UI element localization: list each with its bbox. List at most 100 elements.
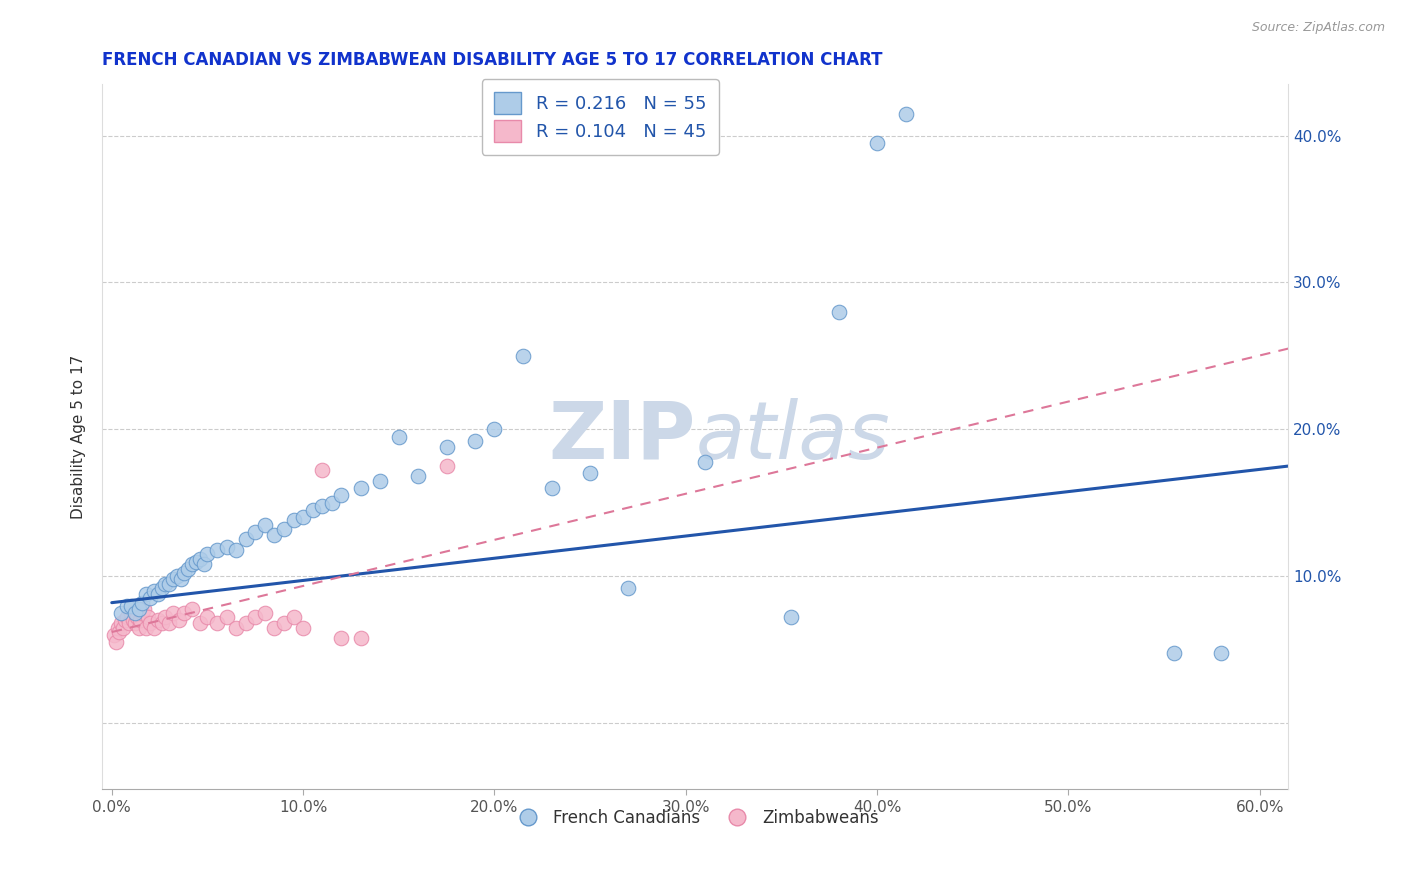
Point xyxy=(131,596,153,610)
Text: ZIP: ZIP xyxy=(548,398,696,475)
Point xyxy=(1163,646,1185,660)
Text: FRENCH CANADIAN VS ZIMBABWEAN DISABILITY AGE 5 TO 17 CORRELATION CHART: FRENCH CANADIAN VS ZIMBABWEAN DISABILITY… xyxy=(103,51,883,69)
Point xyxy=(184,555,207,569)
Point xyxy=(162,606,184,620)
Point xyxy=(330,631,353,645)
Point xyxy=(134,601,156,615)
Point xyxy=(120,599,142,613)
Point xyxy=(330,488,353,502)
Point xyxy=(162,572,184,586)
Point xyxy=(436,440,458,454)
Point xyxy=(273,616,295,631)
Point xyxy=(436,458,458,473)
Point xyxy=(124,616,146,631)
Point xyxy=(146,587,169,601)
Point xyxy=(150,616,173,631)
Text: atlas: atlas xyxy=(696,398,890,475)
Point xyxy=(225,542,247,557)
Point xyxy=(253,606,276,620)
Y-axis label: Disability Age 5 to 17: Disability Age 5 to 17 xyxy=(72,354,86,519)
Point xyxy=(1211,646,1233,660)
Point xyxy=(368,474,391,488)
Point xyxy=(157,616,180,631)
Point xyxy=(292,621,315,635)
Point xyxy=(193,558,215,572)
Point xyxy=(464,434,486,448)
Point xyxy=(173,606,195,620)
Point xyxy=(205,542,228,557)
Legend: French Canadians, Zimbabweans: French Canadians, Zimbabweans xyxy=(505,803,886,834)
Point xyxy=(177,562,200,576)
Point xyxy=(118,616,141,631)
Point xyxy=(155,610,177,624)
Point xyxy=(120,606,142,620)
Point xyxy=(112,621,135,635)
Point xyxy=(484,422,506,436)
Point xyxy=(124,606,146,620)
Point xyxy=(150,581,173,595)
Point xyxy=(142,583,165,598)
Point xyxy=(349,631,371,645)
Point xyxy=(540,481,562,495)
Point xyxy=(135,621,157,635)
Point xyxy=(166,569,188,583)
Point xyxy=(181,601,204,615)
Point xyxy=(115,610,138,624)
Point xyxy=(235,616,257,631)
Point xyxy=(128,601,150,615)
Point xyxy=(104,635,127,649)
Point xyxy=(121,613,143,627)
Point xyxy=(273,522,295,536)
Point xyxy=(215,540,238,554)
Point xyxy=(129,613,152,627)
Point xyxy=(225,621,247,635)
Point xyxy=(579,467,602,481)
Point xyxy=(142,621,165,635)
Point xyxy=(135,587,157,601)
Point xyxy=(311,499,333,513)
Point xyxy=(110,606,132,620)
Point xyxy=(173,566,195,581)
Point xyxy=(169,572,191,586)
Point xyxy=(103,628,125,642)
Point xyxy=(263,621,285,635)
Point xyxy=(197,610,219,624)
Point xyxy=(321,496,343,510)
Point xyxy=(136,610,159,624)
Point xyxy=(780,610,803,624)
Point xyxy=(188,551,211,566)
Point xyxy=(157,576,180,591)
Point xyxy=(283,610,305,624)
Point xyxy=(197,547,219,561)
Point xyxy=(167,613,190,627)
Point xyxy=(349,481,371,495)
Point xyxy=(205,616,228,631)
Point xyxy=(114,613,136,627)
Point xyxy=(253,517,276,532)
Point xyxy=(146,613,169,627)
Point xyxy=(894,106,917,120)
Point xyxy=(283,513,305,527)
Point xyxy=(263,528,285,542)
Point xyxy=(245,525,267,540)
Point xyxy=(311,463,333,477)
Point xyxy=(139,616,162,631)
Point xyxy=(617,581,640,595)
Point xyxy=(388,430,411,444)
Point xyxy=(128,621,150,635)
Point xyxy=(301,503,323,517)
Text: Source: ZipAtlas.com: Source: ZipAtlas.com xyxy=(1251,21,1385,34)
Point xyxy=(215,610,238,624)
Point xyxy=(866,136,889,150)
Point xyxy=(115,599,138,613)
Point xyxy=(188,616,211,631)
Point xyxy=(693,455,716,469)
Point xyxy=(139,591,162,606)
Point xyxy=(245,610,267,624)
Point xyxy=(131,606,153,620)
Point xyxy=(107,621,129,635)
Point xyxy=(108,625,131,640)
Point xyxy=(406,469,429,483)
Point xyxy=(235,533,257,547)
Point xyxy=(181,558,204,572)
